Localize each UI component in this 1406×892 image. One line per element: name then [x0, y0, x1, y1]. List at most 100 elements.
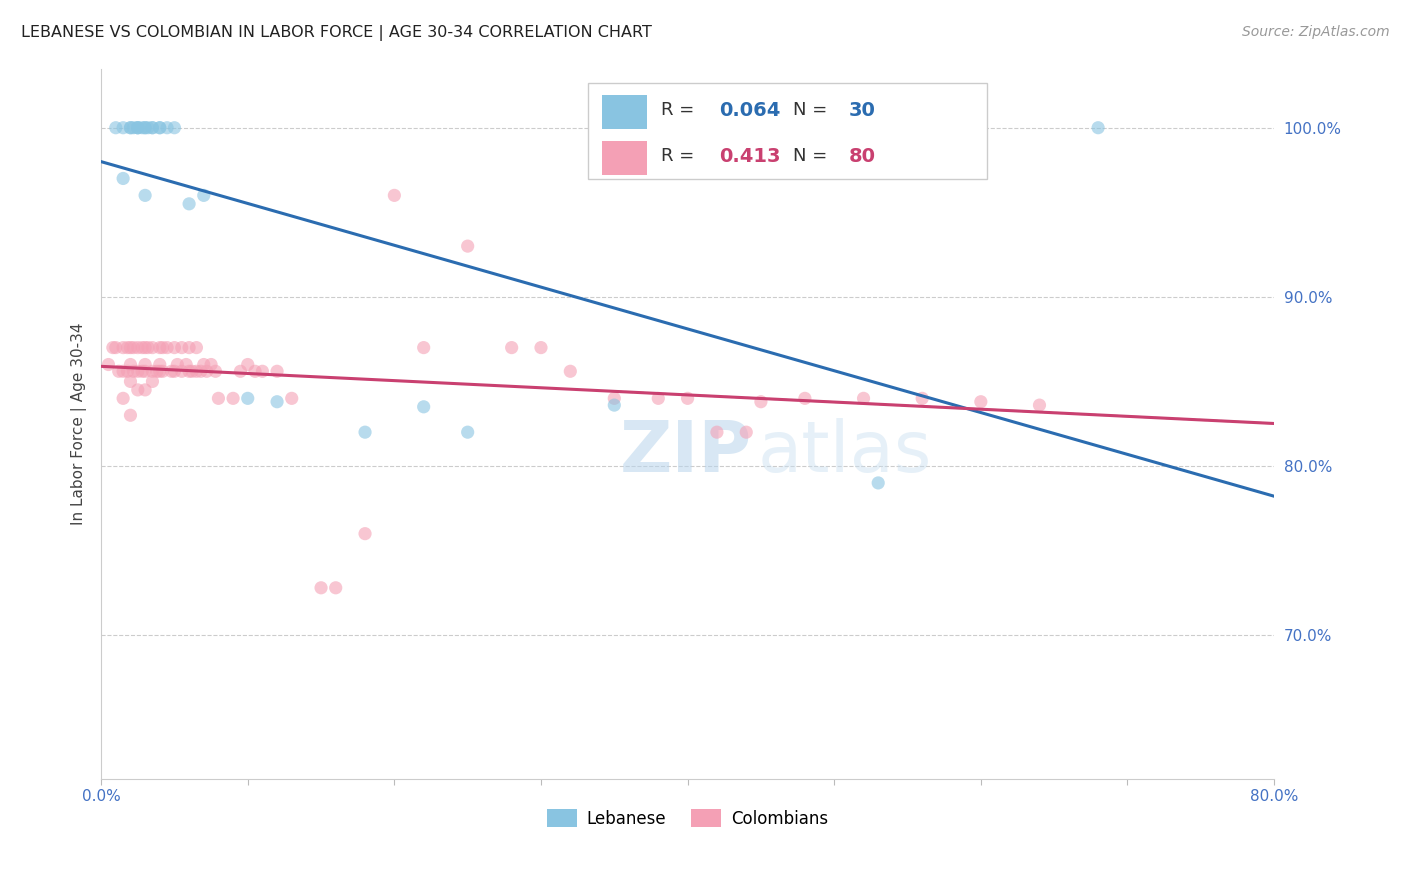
Point [122, 120, 145, 135]
Point [603, 392, 626, 406]
Point [160, 364, 183, 378]
Point [266, 364, 288, 378]
Point [457, 425, 479, 440]
Point [117, 364, 139, 378]
Point [120, 375, 142, 389]
Point [186, 341, 208, 355]
Point [122, 364, 145, 378]
Point [706, 425, 728, 440]
Point [127, 120, 149, 135]
Point [970, 394, 993, 409]
Text: 80: 80 [848, 146, 876, 166]
Point [793, 392, 815, 406]
Point [412, 341, 434, 355]
Point [134, 364, 156, 378]
FancyBboxPatch shape [602, 95, 647, 129]
Point [131, 120, 153, 135]
Point [127, 341, 149, 355]
Point [120, 341, 142, 355]
Point [190, 364, 212, 378]
Point [112, 120, 135, 135]
Point [134, 188, 156, 202]
Legend: Lebanese, Colombians: Lebanese, Colombians [540, 803, 835, 835]
Point [200, 358, 222, 372]
Point [186, 364, 208, 378]
Point [152, 341, 174, 355]
Text: 30: 30 [848, 101, 875, 120]
Point [204, 364, 226, 378]
Point [134, 383, 156, 397]
Point [177, 341, 200, 355]
Point [177, 364, 200, 378]
Point [156, 120, 179, 135]
Point [560, 364, 582, 378]
Point [141, 375, 163, 389]
Point [127, 383, 149, 397]
Point [195, 364, 218, 378]
Point [120, 409, 142, 423]
Point [252, 364, 274, 378]
Point [149, 120, 172, 135]
Point [530, 341, 553, 355]
Point [122, 341, 145, 355]
Point [141, 341, 163, 355]
Text: LEBANESE VS COLOMBIAN IN LABOR FORCE | AGE 30-34 CORRELATION CHART: LEBANESE VS COLOMBIAN IN LABOR FORCE | A… [21, 25, 652, 41]
Point [603, 398, 626, 412]
Point [207, 392, 229, 406]
Text: 0.413: 0.413 [720, 146, 780, 166]
Point [166, 358, 188, 372]
Point [325, 581, 347, 595]
Point [676, 392, 699, 406]
Point [852, 392, 875, 406]
Point [193, 358, 215, 372]
Point [243, 364, 266, 378]
Point [236, 392, 259, 406]
Text: N =: N = [793, 147, 834, 165]
Point [112, 341, 135, 355]
FancyBboxPatch shape [602, 141, 647, 176]
Point [177, 197, 200, 211]
Point [136, 120, 159, 135]
Point [149, 364, 172, 378]
Point [266, 394, 288, 409]
Point [134, 120, 156, 135]
Text: R =: R = [661, 147, 700, 165]
Point [107, 364, 129, 378]
Point [156, 341, 179, 355]
Point [149, 358, 172, 372]
Point [152, 364, 174, 378]
Text: R =: R = [661, 101, 700, 119]
Point [222, 392, 245, 406]
Point [127, 364, 149, 378]
Point [382, 188, 405, 202]
Point [1028, 398, 1050, 412]
Point [911, 392, 934, 406]
Point [120, 358, 142, 372]
Text: ZIP: ZIP [620, 417, 752, 487]
Point [112, 171, 135, 186]
Point [170, 341, 193, 355]
Point [647, 392, 669, 406]
Point [749, 394, 772, 409]
Point [174, 358, 197, 372]
Point [131, 364, 153, 378]
Point [141, 364, 163, 378]
Point [104, 341, 127, 355]
Text: Source: ZipAtlas.com: Source: ZipAtlas.com [1241, 25, 1389, 39]
Point [735, 425, 758, 440]
FancyBboxPatch shape [588, 83, 987, 178]
Point [163, 120, 186, 135]
Point [131, 341, 153, 355]
Y-axis label: In Labor Force | Age 30-34: In Labor Force | Age 30-34 [72, 323, 87, 525]
Point [134, 341, 156, 355]
Point [117, 341, 139, 355]
Text: 0.064: 0.064 [720, 101, 780, 120]
Point [101, 341, 124, 355]
Point [457, 239, 479, 253]
Point [146, 364, 169, 378]
Point [104, 120, 127, 135]
Point [134, 120, 156, 135]
Point [163, 341, 186, 355]
Text: atlas: atlas [758, 417, 932, 487]
Point [127, 120, 149, 135]
